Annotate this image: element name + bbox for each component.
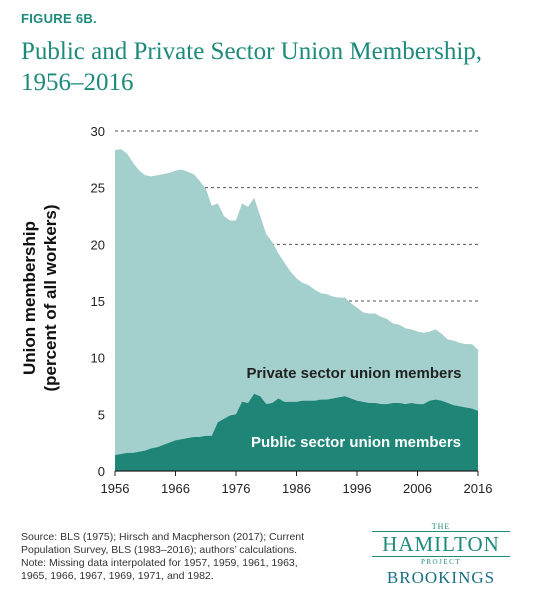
y-tick-label: 15 bbox=[91, 294, 105, 309]
logo-the: THE bbox=[431, 522, 451, 531]
y-tick-label: 20 bbox=[91, 237, 105, 252]
y-tick-label: 30 bbox=[91, 124, 105, 139]
chart-title: Public and Private Sector Union Membersh… bbox=[21, 38, 483, 96]
axes: 0 5 10 15 20 25 30 1956 1966 1976 1986 1996 2006 2016 bbox=[91, 124, 493, 496]
hamilton-brookings-logo: THE HAMILTON PROJECT BROOKINGS bbox=[368, 522, 514, 589]
private-sector-area bbox=[115, 149, 478, 471]
x-tick-label: 2016 bbox=[464, 481, 493, 496]
note-line: 1965, 1966, 1967, 1969, 1971, and 1982. bbox=[21, 570, 214, 582]
y-axis-label-line1: Union membership bbox=[20, 221, 39, 375]
y-tick-label: 0 bbox=[98, 464, 105, 479]
x-tick-label: 1996 bbox=[343, 481, 372, 496]
logo-hamilton: HAMILTON bbox=[372, 531, 510, 557]
logo-project: PROJECT bbox=[420, 558, 462, 566]
x-tick-label: 1976 bbox=[222, 481, 251, 496]
labels: Union membership (percent of all workers… bbox=[20, 204, 462, 451]
logo-brookings: BROOKINGS bbox=[386, 568, 496, 587]
private-sector-series-label: Private sector union members bbox=[246, 365, 461, 382]
note-line: Source: BLS (1975); Hirsch and Macpherso… bbox=[21, 531, 305, 543]
public-sector-area bbox=[115, 393, 478, 471]
source-notes: Source: BLS (1975); Hirsch and Macpherso… bbox=[21, 531, 351, 583]
note-line: Note: Missing data interpolated for 1957… bbox=[21, 557, 298, 569]
union-membership-chart: 0 5 10 15 20 25 30 1956 1966 1976 1986 1996 2006 2016… bbox=[20, 124, 493, 496]
y-tick-label: 10 bbox=[91, 351, 105, 366]
x-tick-label: 1986 bbox=[282, 481, 311, 496]
note-line: Population Survey, BLS (1983–2016); auth… bbox=[21, 544, 298, 556]
public-sector-series-label: Public sector union members bbox=[251, 434, 461, 451]
area-layer bbox=[115, 149, 478, 471]
figure-label: FIGURE 6B. bbox=[21, 11, 97, 26]
y-tick-label: 25 bbox=[91, 181, 105, 196]
y-tick-label: 5 bbox=[98, 407, 105, 422]
x-tick-label: 1966 bbox=[161, 481, 190, 496]
x-tick-label: 1956 bbox=[101, 481, 130, 496]
x-tick-label: 2006 bbox=[403, 481, 432, 496]
y-axis-label-line2: (percent of all workers) bbox=[41, 204, 60, 391]
